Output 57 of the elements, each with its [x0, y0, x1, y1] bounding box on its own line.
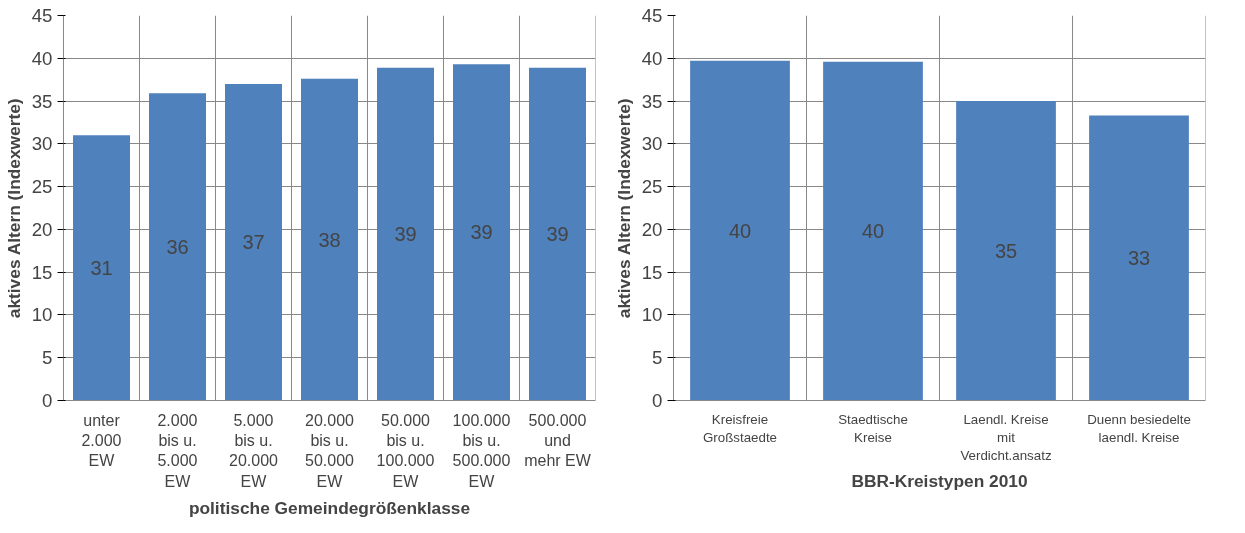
x-tick-label: Laendl. Kreise mit Verdicht.ansatz [960, 411, 1052, 463]
y-tick-label: 40 [641, 47, 663, 69]
bar [1089, 115, 1189, 401]
bar [823, 61, 923, 401]
x-tick-label: 20.000 bis u. 50.000 EW [305, 411, 355, 490]
y-tick-label: 30 [641, 133, 663, 155]
y-tick-label: 25 [31, 176, 53, 198]
bar [301, 78, 358, 401]
data-label: 39 [470, 221, 493, 244]
x-axis-title: politische Gemeindegrößenklasse [188, 497, 471, 518]
y-tick-label: 15 [641, 261, 663, 283]
bar [453, 64, 510, 401]
data-label: 40 [861, 220, 885, 243]
y-tick-label: 30 [31, 133, 53, 155]
y-tick-label: 10 [641, 304, 663, 326]
y-axis-title: aktives Altern (Indexwerte) [613, 98, 634, 319]
data-label: 39 [546, 223, 569, 246]
y-tick-label: 45 [641, 5, 663, 26]
y-tick-label: 35 [641, 90, 663, 112]
x-tick-label: Duenn besiedelte laendl. Kreise [1087, 411, 1191, 445]
y-tick-label: 20 [641, 218, 663, 240]
x-tick-label: 500.000 und mehr EW [524, 411, 592, 470]
x-tick-label: 50.000 bis u. 100.000 EW [376, 411, 435, 490]
y-tick-label: 25 [641, 176, 663, 198]
data-label: 39 [394, 223, 417, 246]
x-tick-label: 2.000 bis u. 5.000 EW [157, 411, 198, 490]
data-label: 37 [242, 231, 265, 254]
data-label: 40 [728, 219, 752, 242]
y-axis-title: aktives Altern (Indexwerte) [3, 98, 24, 319]
y-tick-label: 5 [652, 347, 663, 369]
y-tick-label: 40 [31, 47, 53, 69]
y-tick-label: 20 [31, 218, 53, 240]
y-tick-label: 0 [652, 390, 663, 411]
data-label: 36 [166, 235, 189, 258]
data-label: 35 [994, 239, 1018, 262]
y-tick-label: 10 [31, 304, 53, 326]
y-tick-label: 5 [42, 347, 53, 369]
bar [149, 93, 206, 401]
x-tick-label: unter 2.000 EW [81, 411, 122, 470]
y-tick-label: 0 [42, 390, 53, 411]
data-label: 33 [1127, 247, 1151, 270]
bar [73, 135, 130, 401]
x-tick-label: 5.000 bis u. 20.000 EW [229, 411, 279, 490]
y-tick-label: 15 [31, 261, 53, 283]
y-tick-label: 35 [31, 90, 53, 112]
bar [690, 60, 790, 401]
data-label: 31 [90, 256, 113, 279]
bar [225, 83, 282, 401]
bar [529, 67, 586, 401]
x-tick-label: 100.000 bis u. 500.000 EW [452, 411, 511, 490]
y-tick-label: 45 [31, 5, 53, 26]
x-axis-title: BBR-Kreistypen 2010 [851, 470, 1028, 491]
bar [956, 101, 1056, 401]
x-tick-label: Staedtische Kreise [838, 411, 908, 445]
bar [377, 67, 434, 401]
x-tick-label: Kreisfreie Großstaedte [702, 411, 778, 445]
data-label: 38 [318, 228, 341, 251]
